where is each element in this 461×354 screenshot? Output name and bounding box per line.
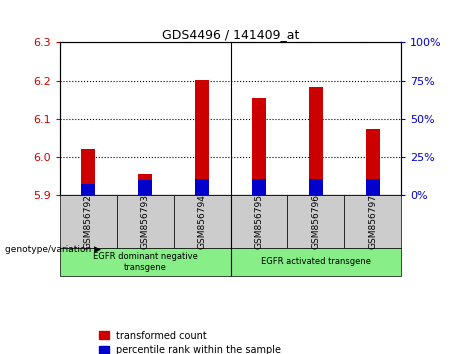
Bar (230, 248, 401, 276)
Text: EGFR activated transgene: EGFR activated transgene (261, 257, 371, 266)
Bar (60, 248, 230, 276)
Bar (138, 180, 152, 195)
Text: GSM856792: GSM856792 (84, 194, 93, 249)
Bar (252, 98, 266, 195)
Title: GDS4496 / 141409_at: GDS4496 / 141409_at (162, 28, 299, 41)
Text: GSM856794: GSM856794 (198, 194, 207, 249)
Bar (252, 179, 266, 195)
Text: GSM856796: GSM856796 (311, 194, 320, 249)
Bar (287, 195, 344, 248)
Bar (309, 87, 323, 195)
Text: GSM856795: GSM856795 (254, 194, 263, 249)
Bar (195, 179, 209, 195)
Text: EGFR dominant negative
transgene: EGFR dominant negative transgene (93, 252, 198, 272)
Bar (138, 174, 152, 195)
Bar (174, 195, 230, 248)
Text: GSM856797: GSM856797 (368, 194, 377, 249)
Bar (117, 195, 174, 248)
Bar (81, 184, 95, 195)
Bar (60, 195, 117, 248)
Legend: transformed count, percentile rank within the sample: transformed count, percentile rank withi… (99, 331, 281, 354)
Bar (195, 80, 209, 195)
Bar (81, 149, 95, 195)
Text: genotype/variation ▶: genotype/variation ▶ (5, 245, 100, 254)
Bar (366, 129, 380, 195)
Bar (230, 195, 287, 248)
Text: GSM856793: GSM856793 (141, 194, 150, 249)
Bar (366, 179, 380, 195)
Bar (309, 179, 323, 195)
Bar (344, 195, 401, 248)
